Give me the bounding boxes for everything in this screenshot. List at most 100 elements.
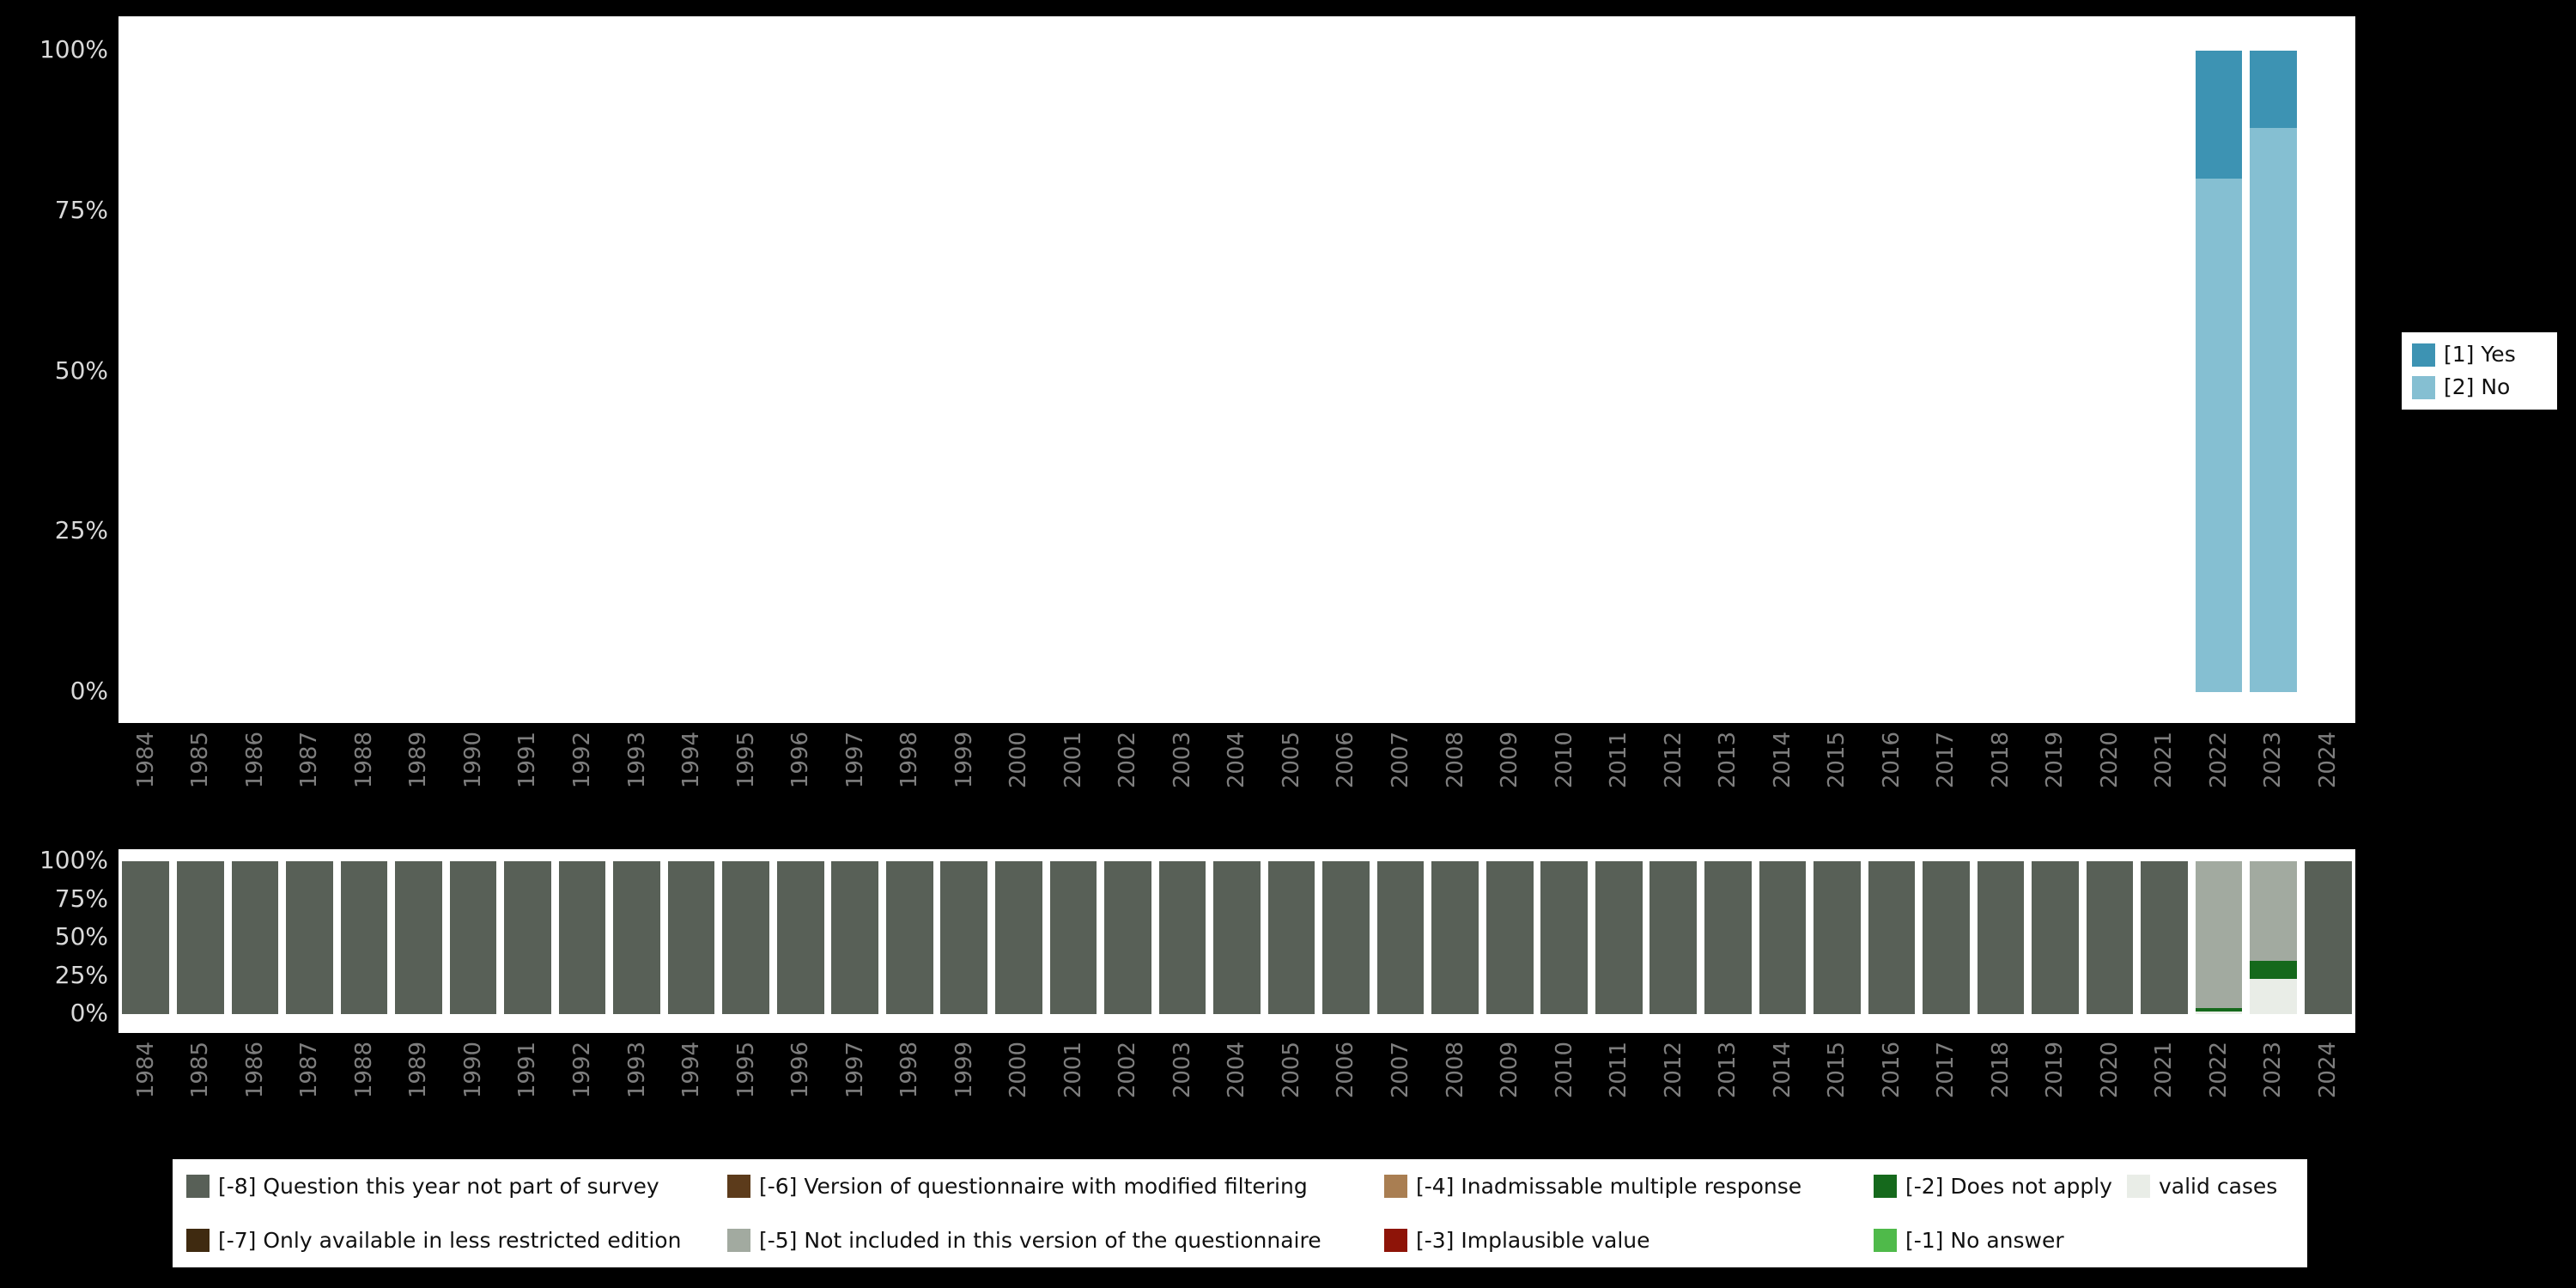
bar-2007 — [1376, 861, 1425, 1014]
x-tick-2007: 2007 — [1387, 732, 1413, 789]
bottom-chart-x-cell: 2020 — [2082, 1042, 2137, 1136]
bar-segment — [722, 861, 769, 1014]
bottom-chart-x-cell: 1988 — [337, 1042, 392, 1136]
bar-segment — [2195, 1007, 2243, 1012]
bar-segment — [2304, 861, 2352, 1014]
bar-segment — [231, 861, 279, 1014]
bar-1997 — [831, 861, 879, 1014]
x-tick-2009: 2009 — [1497, 1042, 1523, 1099]
bottom-chart-x-cell: 2011 — [1591, 1042, 1646, 1136]
bar-segment — [1540, 861, 1589, 1014]
legend-item: [2] No — [2412, 374, 2557, 400]
bar-2015 — [1814, 861, 1861, 1014]
bar-1994 — [667, 861, 715, 1014]
x-tick-1985: 1985 — [187, 1042, 214, 1099]
bottom-chart-x-cell: 2006 — [1319, 1042, 1374, 1136]
bar-1985 — [176, 861, 224, 1014]
bottom-chart-x-cell: 2012 — [1646, 1042, 1701, 1136]
top-chart-x-cell: 2021 — [2137, 732, 2192, 826]
bar-2008 — [1431, 861, 1479, 1014]
bar-1991 — [504, 861, 551, 1014]
top-chart-x-cell: 1984 — [118, 732, 173, 826]
x-tick-1986: 1986 — [241, 732, 268, 789]
bottom-y-tick: 0% — [70, 998, 108, 1027]
top-chart-x-cell: 2001 — [1046, 732, 1101, 826]
bottom-chart-x-axis: 1984 1985 1986 1987 1988 1989 1990 1991 1992 1993… — [118, 1042, 2355, 1136]
x-tick-1995: 1995 — [732, 1042, 759, 1099]
x-tick-2011: 2011 — [1606, 732, 1632, 789]
legend-label: [-4] Inadmissable multiple response — [1416, 1173, 1802, 1199]
top-chart-x-cell: 2014 — [1755, 732, 1810, 826]
bar-segment — [1704, 861, 1752, 1014]
legend-swatch — [727, 1175, 750, 1198]
bottom-chart-x-cell: 2018 — [1973, 1042, 2028, 1136]
x-tick-2015: 2015 — [1824, 1042, 1850, 1099]
top-chart-bars — [118, 51, 2355, 692]
bar-segment — [995, 861, 1042, 1014]
bar-segment — [667, 861, 715, 1014]
missing-legend-item: [-2] Does not apply — [1874, 1174, 2127, 1200]
top-chart-x-cell: 2007 — [1373, 732, 1428, 826]
legend-label: [-8] Question this year not part of surv… — [218, 1173, 659, 1199]
legend-label: [2] No — [2444, 374, 2511, 399]
top-y-tick: 25% — [54, 516, 108, 545]
bar-1995 — [722, 861, 769, 1014]
bar-2003 — [1158, 861, 1206, 1014]
bar-segment — [122, 861, 170, 1014]
missing-legend-item: [-4] Inadmissable multiple response — [1384, 1174, 1874, 1200]
top-chart-x-cell: 2018 — [1973, 732, 2028, 826]
bottom-chart-x-cell: 2022 — [2191, 1042, 2246, 1136]
bar-1990 — [449, 861, 497, 1014]
x-tick-2023: 2023 — [2260, 732, 2287, 789]
bar-2013 — [1704, 861, 1752, 1014]
bar-segment — [1158, 861, 1206, 1014]
x-tick-1984: 1984 — [132, 1042, 159, 1099]
x-tick-2019: 2019 — [2042, 1042, 2069, 1099]
x-tick-1990: 1990 — [459, 1042, 486, 1099]
legend-swatch — [727, 1229, 750, 1252]
x-tick-1997: 1997 — [841, 1042, 868, 1099]
bar-2019 — [2032, 861, 2079, 1014]
x-tick-2024: 2024 — [2315, 732, 2342, 789]
bar-2017 — [1923, 861, 1970, 1014]
bar-segment — [1759, 861, 1807, 1014]
x-tick-1989: 1989 — [405, 1042, 432, 1099]
bar-segment — [2250, 127, 2297, 692]
bar-segment — [2195, 861, 2243, 1008]
bar-2022 — [2195, 861, 2243, 1014]
legend-label: [-5] Not included in this version of the… — [759, 1227, 1321, 1253]
bar-segment — [2195, 1012, 2243, 1014]
top-chart-x-cell: 1993 — [610, 732, 665, 826]
x-tick-2022: 2022 — [2205, 732, 2232, 789]
bar-1986 — [231, 861, 279, 1014]
x-tick-1991: 1991 — [514, 732, 541, 789]
x-tick-1992: 1992 — [569, 732, 596, 789]
bar-2010 — [1540, 861, 1589, 1014]
bottom-y-tick: 100% — [39, 845, 108, 874]
bottom-chart-x-cell: 2021 — [2137, 1042, 2192, 1136]
x-tick-2009: 2009 — [1497, 732, 1523, 789]
bottom-chart-x-cell: 1984 — [118, 1042, 173, 1136]
bottom-chart-x-cell: 2008 — [1428, 1042, 1483, 1136]
x-tick-1995: 1995 — [732, 732, 759, 789]
missing-legend-item: [-5] Not included in this version of the… — [727, 1228, 1384, 1254]
legend-swatch — [1384, 1229, 1407, 1252]
top-chart-x-cell: 1995 — [719, 732, 774, 826]
bar-segment — [504, 861, 551, 1014]
bar-segment — [1049, 861, 1097, 1014]
bottom-chart-x-cell: 1995 — [719, 1042, 774, 1136]
bottom-chart-x-cell: 1985 — [173, 1042, 228, 1136]
bar-1999 — [940, 861, 988, 1014]
bar-segment — [2250, 861, 2297, 961]
x-tick-2020: 2020 — [2096, 732, 2123, 789]
top-y-tick: 50% — [54, 355, 108, 385]
bar-2024 — [2304, 861, 2352, 1014]
top-chart-x-cell: 2015 — [1809, 732, 1864, 826]
top-chart-x-cell: 2020 — [2082, 732, 2137, 826]
bottom-chart-x-cell: 2016 — [1864, 1042, 1919, 1136]
top-chart-x-cell: 2019 — [2028, 732, 2083, 826]
bottom-chart-x-cell: 2017 — [1919, 1042, 1974, 1136]
top-chart-x-cell: 1991 — [501, 732, 556, 826]
top-chart-x-cell: 2008 — [1428, 732, 1483, 826]
